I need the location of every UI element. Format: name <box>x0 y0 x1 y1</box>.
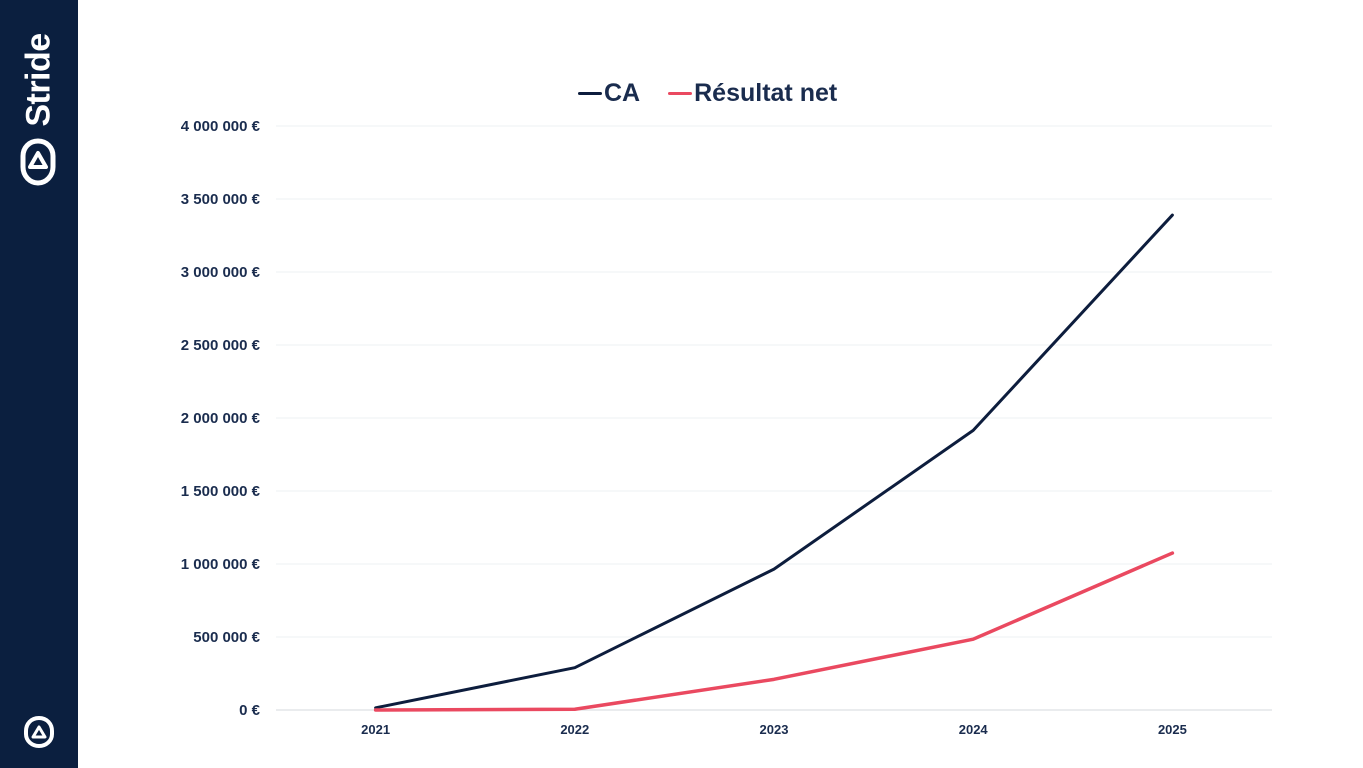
legend-label-resultat-net: Résultat net <box>694 78 838 107</box>
y-tick-label: 2 000 000 € <box>181 410 261 427</box>
x-tick-label: 2024 <box>959 722 989 737</box>
footer-logo-icon <box>24 716 54 748</box>
y-tick-label: 4 000 000 € <box>181 118 261 135</box>
stride-logo-icon <box>20 138 56 186</box>
brand-name: Stride <box>19 33 58 127</box>
legend-swatch-resultat-net <box>668 91 693 95</box>
series-line-ca <box>374 213 1174 710</box>
legend-swatch-ca <box>578 91 602 95</box>
y-tick-label: 3 000 000 € <box>181 264 261 281</box>
x-tick-label: 2025 <box>1158 722 1187 737</box>
series-line-resultat-net <box>373 551 1175 712</box>
x-tick-label: 2022 <box>560 722 589 737</box>
brand-block: Stride <box>0 18 78 188</box>
y-tick-label: 2 500 000 € <box>181 337 261 354</box>
y-tick-label: 500 000 € <box>193 629 260 646</box>
sidebar: Stride <box>0 0 78 768</box>
line-chart: 0 € 500 000 € 1 000 000 € 1 500 000 € 2 000 … <box>181 118 1272 737</box>
y-tick-label: 0 € <box>239 702 261 719</box>
legend-item-ca: CA <box>578 79 640 108</box>
y-tick-label: 1 500 000 € <box>181 483 261 500</box>
x-tick-label: 2023 <box>760 722 789 737</box>
legend-item-resultat-net: Résultat net <box>668 79 837 108</box>
y-tick-label: 1 000 000 € <box>181 556 261 573</box>
chart-legend: CA Résultat net <box>578 76 837 110</box>
x-tick-label: 2021 <box>361 722 390 737</box>
legend-label-ca: CA <box>604 78 641 107</box>
y-tick-label: 3 500 000 € <box>181 191 261 208</box>
